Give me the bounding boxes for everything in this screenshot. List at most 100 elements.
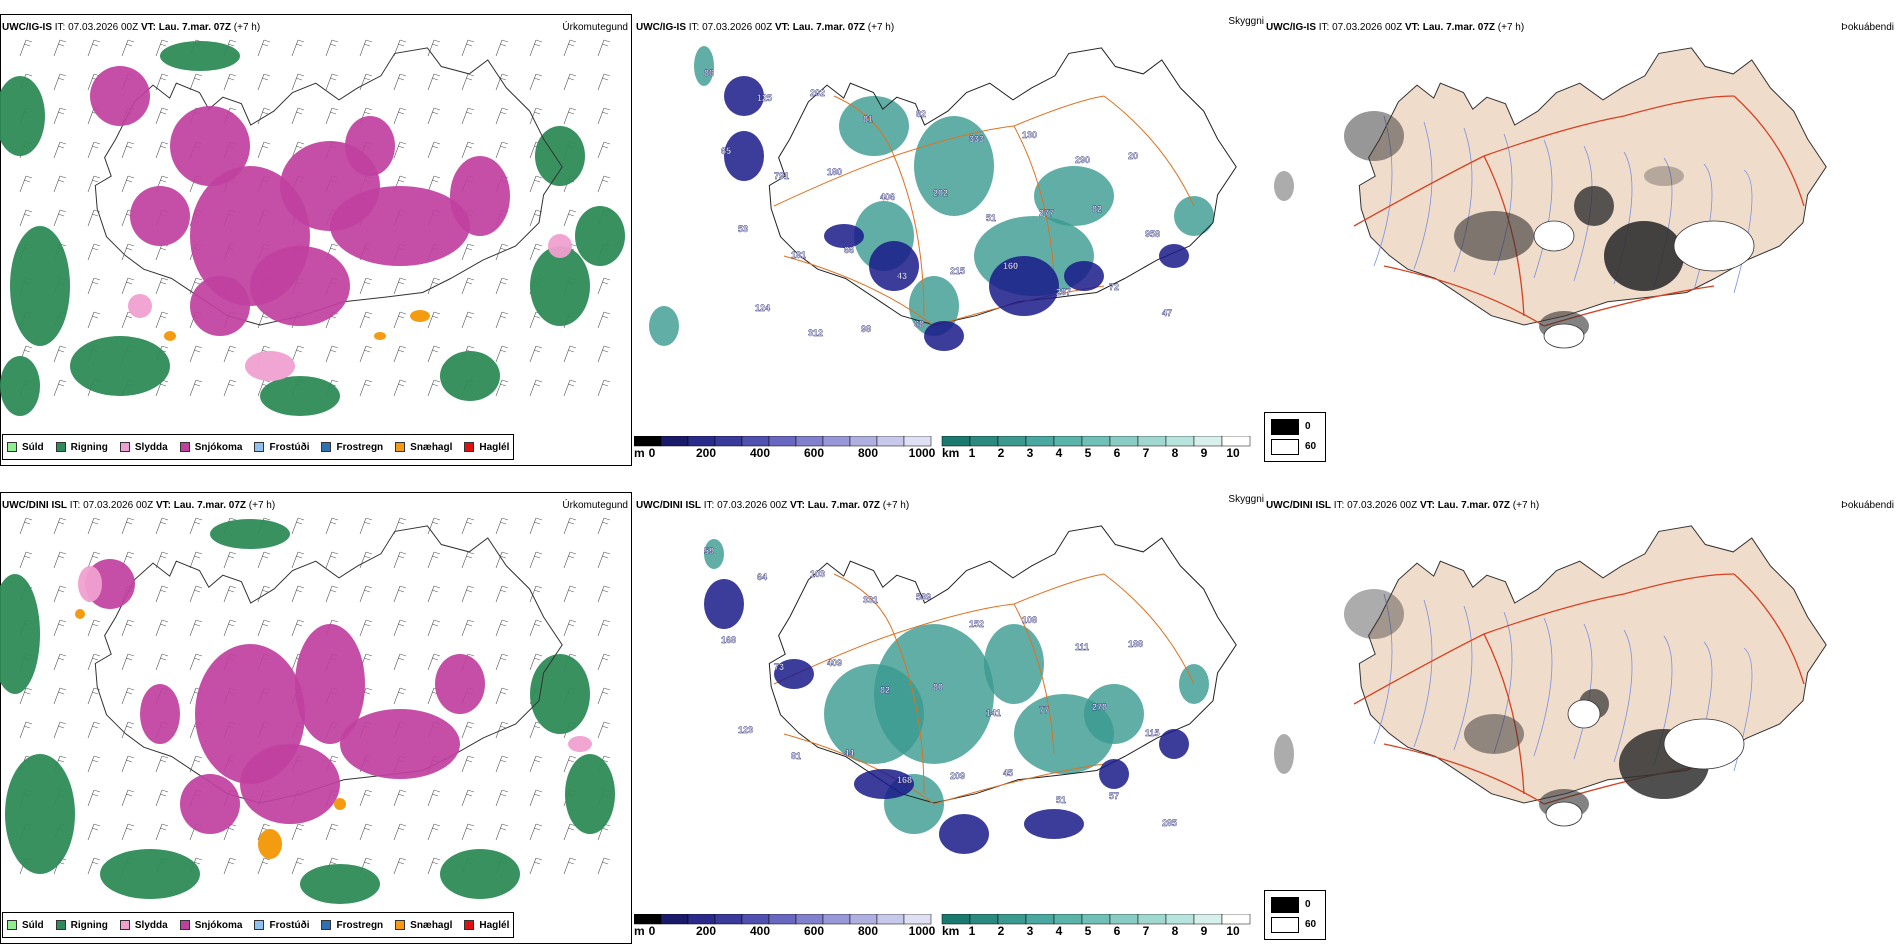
precip-map bbox=[0, 39, 625, 416]
vis-colorbar-cell bbox=[1137, 436, 1167, 447]
height-tick-label: 200 bbox=[695, 924, 717, 938]
height-colorbar-cell bbox=[660, 914, 689, 925]
field-title: Úrkomutegund bbox=[562, 500, 628, 511]
wind-barb bbox=[87, 823, 101, 841]
wind-barb bbox=[121, 755, 135, 773]
wind-barb bbox=[529, 823, 543, 841]
legend-label: Slydda bbox=[134, 919, 168, 931]
legend-label: Snjókoma bbox=[194, 919, 243, 931]
vis-tick-label: 3 bbox=[1026, 446, 1034, 460]
wind-barb bbox=[121, 721, 135, 739]
wind-barb bbox=[563, 517, 577, 535]
wind-barb bbox=[529, 585, 543, 603]
wind-barb bbox=[427, 823, 441, 841]
fog-indicator-area bbox=[1344, 589, 1404, 639]
vt-value: Lau. 7.mar. 07Z bbox=[807, 500, 881, 511]
wind-barb bbox=[291, 39, 305, 57]
height-colorbar-cell bbox=[687, 436, 716, 447]
wind-barb bbox=[155, 653, 169, 671]
wind-barb bbox=[291, 619, 305, 637]
wind-barb bbox=[495, 277, 509, 295]
cloud-base-label: 130 bbox=[1022, 130, 1037, 140]
river-line bbox=[1453, 605, 1473, 751]
wind-barb bbox=[563, 379, 577, 397]
legend-label-high: 60 bbox=[1305, 919, 1317, 930]
wind-barb bbox=[529, 551, 543, 569]
field-title: Skyggni bbox=[1228, 16, 1264, 27]
height-colorbar-cell bbox=[634, 914, 662, 925]
vis-tick-label: 9 bbox=[1200, 924, 1208, 938]
vis-tick-label: 10 bbox=[1226, 446, 1240, 460]
wind-barb bbox=[325, 73, 339, 91]
wind-barb bbox=[427, 517, 441, 535]
model-name: UWC/IG-IS bbox=[1266, 22, 1316, 33]
wind-barb bbox=[257, 141, 271, 159]
wind-barb bbox=[495, 517, 509, 535]
wind-barb bbox=[19, 175, 33, 193]
vis-tick-label: 6 bbox=[1113, 924, 1121, 938]
vis-colorbar-cell bbox=[1053, 914, 1083, 925]
height-tick-label: 0 bbox=[648, 924, 656, 938]
rain-area bbox=[300, 864, 380, 904]
legend-label: Frostregn bbox=[336, 919, 384, 931]
field-title: Skyggni bbox=[1228, 494, 1264, 505]
height-colorbar-cell bbox=[903, 436, 932, 447]
legend-swatch bbox=[7, 920, 17, 930]
road-line bbox=[893, 125, 1015, 157]
wind-barb bbox=[257, 585, 271, 603]
wind-barb bbox=[53, 209, 67, 227]
legend-label: Frostúði bbox=[269, 919, 310, 931]
legend-item: Súld bbox=[7, 920, 44, 931]
wind-barb bbox=[495, 379, 509, 397]
wind-barb bbox=[427, 857, 441, 875]
wind-barb bbox=[529, 857, 543, 875]
lead-time: (+7 h) bbox=[882, 500, 910, 511]
legend-item: Súld bbox=[7, 442, 44, 453]
height-colorbar-cell bbox=[822, 436, 851, 447]
cloud-base-label: 108 bbox=[1022, 615, 1037, 625]
lead-time: (+7 h) bbox=[1497, 22, 1525, 33]
panel-header: UWC/IG-IS IT: 07.03.2026 00Z VT: Lau. 7.… bbox=[1266, 22, 1524, 33]
legend-label-high: 60 bbox=[1305, 441, 1317, 452]
snow-pellet-area bbox=[75, 609, 85, 619]
wind-barb bbox=[291, 585, 305, 603]
wind-barb bbox=[495, 823, 509, 841]
road-line bbox=[1383, 265, 1545, 327]
cloud-visibility-map: 59 64 103 331 539 152 108 111 188 168 73 409 82 80 141… bbox=[704, 525, 1237, 854]
wind-barb bbox=[359, 585, 373, 603]
wind-barb bbox=[87, 209, 101, 227]
wind-barb bbox=[597, 585, 611, 603]
wind-barb bbox=[427, 141, 441, 159]
wind-barb bbox=[53, 585, 67, 603]
wind-barb bbox=[291, 517, 305, 535]
cloud-base-label: 539 bbox=[916, 592, 931, 602]
rain-area bbox=[70, 336, 170, 396]
wind-barb bbox=[223, 551, 237, 569]
snow-area bbox=[340, 709, 460, 779]
legend-item: Frostúði bbox=[254, 920, 309, 931]
wind-barb bbox=[19, 517, 33, 535]
panel-header: UWC/IG-IS IT: 07.03.2026 00Z VT: Lau. 7.… bbox=[636, 22, 894, 33]
road-line bbox=[1623, 573, 1735, 595]
wind-barb bbox=[393, 585, 407, 603]
it-value: 07.03.2026 00Z bbox=[717, 500, 788, 511]
it-label: IT: bbox=[688, 22, 700, 33]
fog-threshold-legend: 0 60 bbox=[1264, 412, 1326, 462]
vis-colorbar-cell bbox=[1165, 436, 1195, 447]
wind-barb bbox=[597, 379, 611, 397]
wind-barb bbox=[427, 175, 441, 193]
wind-barb bbox=[597, 721, 611, 739]
wind-barb bbox=[495, 141, 509, 159]
cloud-base-label: 66 bbox=[844, 245, 854, 255]
cloud-base-label: 202 bbox=[933, 188, 948, 198]
field-title: Úrkomutegund bbox=[562, 22, 628, 33]
river-line bbox=[1413, 599, 1433, 748]
wind-barb bbox=[563, 585, 577, 603]
cloud-base-label: 287 bbox=[1056, 287, 1071, 297]
vt-value: Lau. 7.mar. 07Z bbox=[1437, 500, 1511, 511]
wind-barb bbox=[393, 687, 407, 705]
road-line bbox=[893, 633, 925, 795]
snow-pellet-area bbox=[374, 332, 386, 340]
cloud-base-label: 45 bbox=[1003, 768, 1013, 778]
height-tick-label: 400 bbox=[749, 446, 771, 460]
